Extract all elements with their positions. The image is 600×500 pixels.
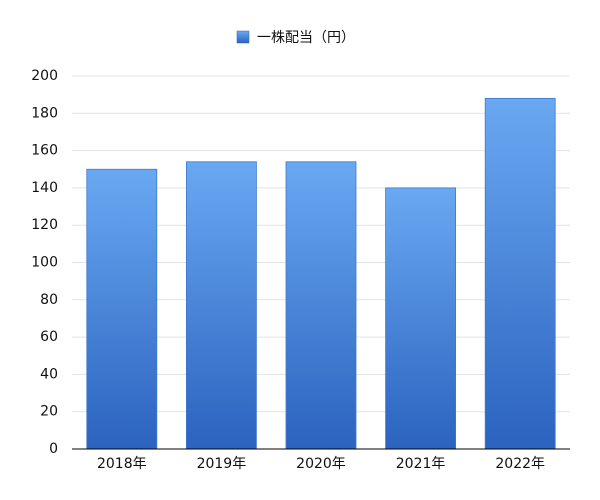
y-tick-label: 100 <box>31 255 58 271</box>
bar <box>86 168 158 450</box>
legend-swatch <box>236 30 250 44</box>
bar <box>185 161 257 450</box>
y-tick-label: 80 <box>40 292 58 308</box>
y-tick-label: 200 <box>31 68 58 84</box>
y-tick-label: 140 <box>31 180 58 196</box>
y-tick-label: 120 <box>31 217 58 233</box>
x-tick-label: 2022年 <box>495 456 545 472</box>
bar <box>385 187 457 450</box>
y-tick-label: 180 <box>31 105 58 121</box>
y-tick-label: 0 <box>49 441 58 457</box>
legend-label: 一株配当（円） <box>257 30 355 46</box>
bar <box>484 97 556 450</box>
x-tick-label: 2019年 <box>197 456 247 472</box>
x-tick-label: 2018年 <box>97 456 147 472</box>
bar <box>285 161 357 450</box>
y-tick-label: 20 <box>40 404 58 420</box>
x-tick-label: 2021年 <box>396 456 446 472</box>
y-tick-label: 160 <box>31 143 58 159</box>
y-tick-label: 40 <box>40 366 58 382</box>
y-tick-label: 60 <box>40 329 58 345</box>
x-tick-label: 2020年 <box>296 456 346 472</box>
